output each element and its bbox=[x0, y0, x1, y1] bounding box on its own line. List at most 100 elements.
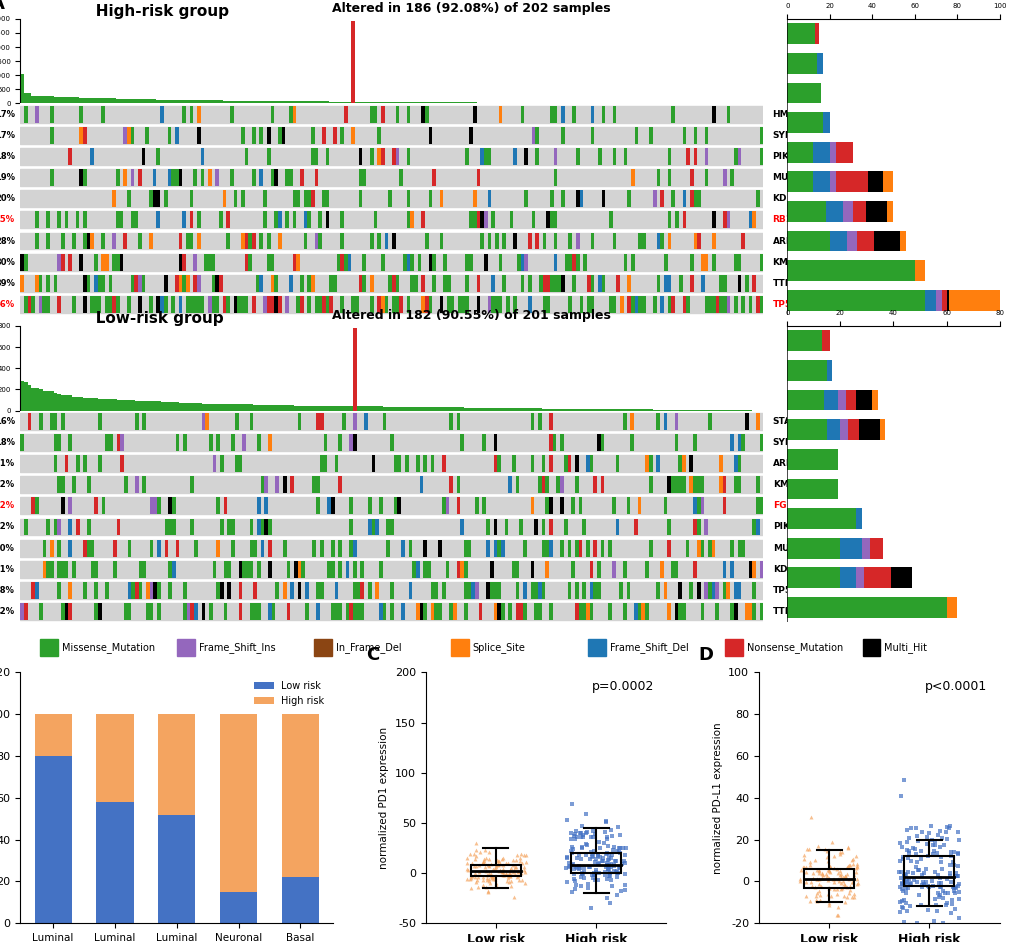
Bar bbox=[693, 127, 697, 144]
Point bbox=[947, 881, 963, 896]
Bar bbox=[138, 169, 142, 186]
Bar bbox=[138, 296, 142, 313]
Bar bbox=[57, 477, 61, 494]
Bar bbox=[83, 127, 87, 144]
Point bbox=[485, 871, 501, 886]
Point bbox=[814, 868, 830, 883]
Point bbox=[910, 863, 926, 878]
Point bbox=[933, 890, 950, 905]
Bar bbox=[787, 260, 914, 281]
Bar bbox=[20, 106, 762, 122]
Bar bbox=[457, 560, 460, 577]
Bar bbox=[24, 603, 28, 620]
Bar bbox=[400, 603, 405, 620]
Point bbox=[940, 820, 956, 836]
Bar bbox=[68, 518, 72, 535]
Bar bbox=[316, 582, 320, 599]
Text: Missense_Mutation: Missense_Mutation bbox=[61, 642, 155, 653]
Bar bbox=[329, 102, 333, 104]
Point bbox=[571, 858, 587, 873]
Point bbox=[583, 850, 599, 865]
Point bbox=[818, 853, 835, 869]
Point bbox=[892, 788, 908, 804]
Bar bbox=[32, 388, 35, 411]
Point bbox=[477, 859, 493, 874]
Bar bbox=[480, 103, 483, 104]
Point bbox=[944, 893, 960, 908]
Bar bbox=[87, 518, 91, 535]
Bar bbox=[666, 603, 671, 620]
Bar bbox=[175, 402, 179, 411]
Bar bbox=[39, 413, 43, 430]
Bar bbox=[858, 419, 879, 440]
Bar bbox=[615, 275, 620, 292]
Bar bbox=[316, 413, 320, 430]
Bar bbox=[130, 99, 135, 104]
Bar bbox=[476, 296, 480, 313]
Bar bbox=[245, 233, 249, 250]
Bar bbox=[409, 407, 412, 411]
Bar bbox=[156, 100, 160, 104]
Bar bbox=[340, 102, 343, 104]
Point bbox=[899, 851, 915, 866]
Bar bbox=[700, 275, 704, 292]
Bar bbox=[359, 169, 362, 186]
Bar bbox=[737, 148, 741, 165]
Bar bbox=[637, 410, 641, 411]
Bar bbox=[334, 406, 338, 411]
Point bbox=[598, 829, 614, 844]
Bar bbox=[263, 211, 267, 228]
Point bbox=[504, 865, 521, 880]
Point bbox=[598, 890, 614, 905]
Bar bbox=[292, 190, 296, 207]
Bar bbox=[457, 408, 460, 411]
Bar bbox=[487, 148, 491, 165]
Bar bbox=[91, 540, 94, 557]
Bar bbox=[135, 582, 139, 599]
Bar bbox=[325, 211, 329, 228]
Bar bbox=[120, 400, 123, 411]
Text: 18%: 18% bbox=[0, 152, 15, 161]
Bar bbox=[483, 103, 487, 104]
Bar bbox=[334, 582, 338, 599]
Point bbox=[514, 872, 530, 887]
Bar bbox=[119, 253, 123, 270]
Bar bbox=[227, 404, 231, 411]
Text: TTN: TTN bbox=[771, 279, 792, 288]
Bar bbox=[270, 101, 274, 104]
Bar bbox=[146, 127, 149, 144]
Bar bbox=[205, 404, 209, 411]
Bar bbox=[648, 410, 652, 411]
Point bbox=[824, 875, 841, 890]
Bar bbox=[582, 603, 585, 620]
Point bbox=[573, 852, 589, 867]
Bar bbox=[164, 540, 168, 557]
Bar bbox=[101, 233, 105, 250]
Bar bbox=[71, 97, 75, 104]
Point bbox=[841, 885, 857, 901]
Point bbox=[516, 875, 532, 890]
Bar bbox=[638, 296, 641, 313]
Bar bbox=[245, 253, 249, 270]
Bar bbox=[274, 296, 277, 313]
Bar bbox=[711, 253, 715, 270]
Bar bbox=[541, 477, 545, 494]
Point bbox=[604, 843, 621, 858]
Bar bbox=[787, 390, 823, 411]
Point bbox=[515, 848, 531, 863]
Bar bbox=[240, 127, 245, 144]
Point bbox=[464, 855, 480, 870]
Bar bbox=[123, 477, 127, 494]
Bar bbox=[759, 127, 762, 144]
Bar bbox=[153, 401, 157, 411]
Point bbox=[561, 858, 578, 873]
Point bbox=[899, 864, 915, 879]
Bar bbox=[682, 296, 686, 313]
Bar bbox=[215, 296, 219, 313]
Bar bbox=[360, 603, 364, 620]
Bar bbox=[87, 540, 91, 557]
Point bbox=[497, 866, 514, 881]
Bar bbox=[359, 275, 362, 292]
Bar bbox=[689, 169, 693, 186]
Point bbox=[920, 826, 936, 841]
